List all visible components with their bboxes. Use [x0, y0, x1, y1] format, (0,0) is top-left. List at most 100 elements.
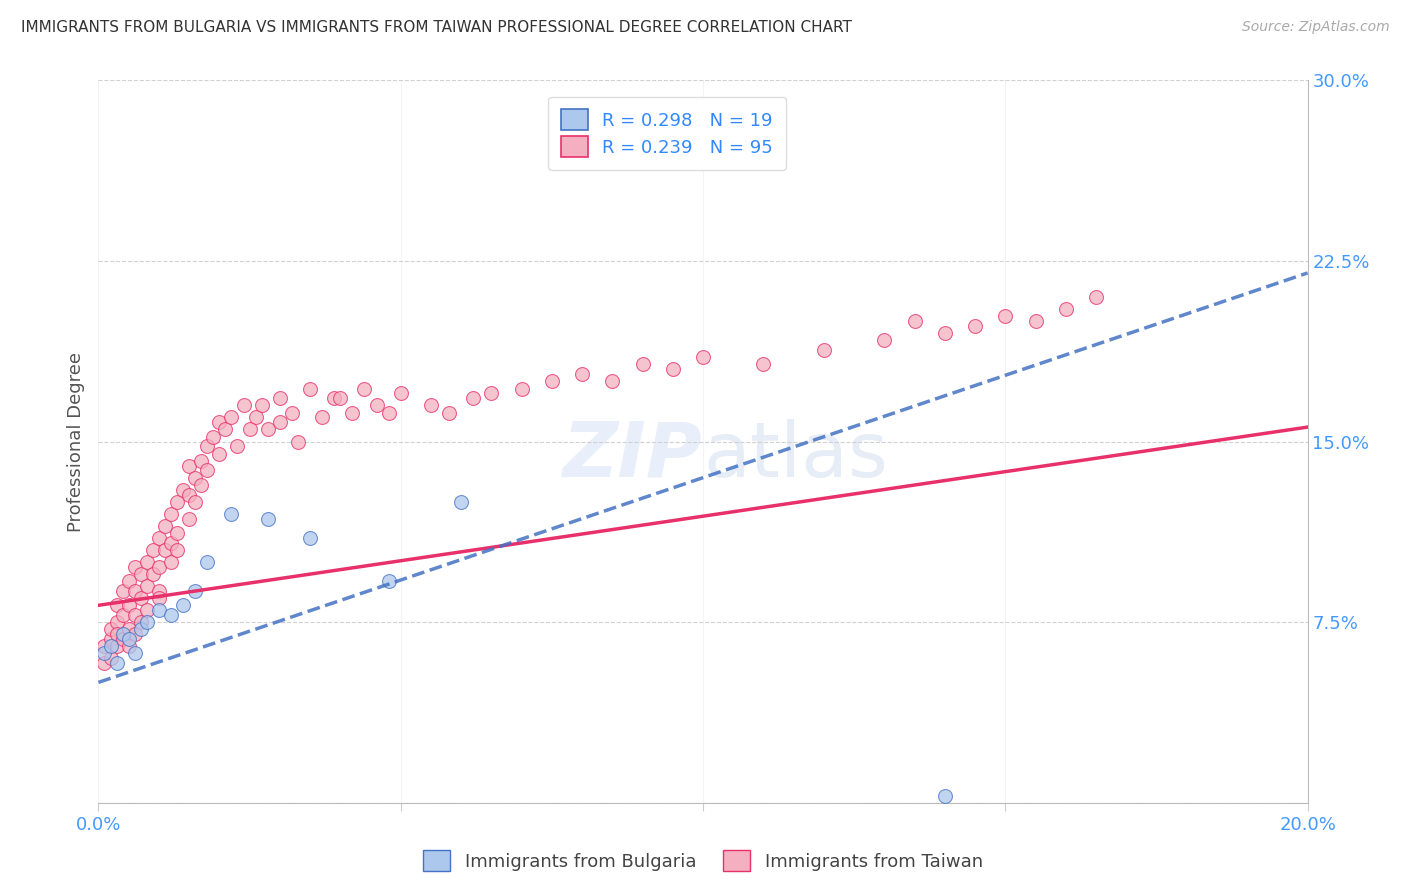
Point [342, 406, 364, 420]
Point [105, 599, 128, 613]
Point [934, 326, 956, 340]
Point [256, 422, 278, 436]
Point [450, 494, 472, 508]
Point [463, 391, 485, 405]
Point [239, 422, 262, 436]
Point [105, 627, 128, 641]
Point [221, 410, 243, 425]
Point [111, 583, 134, 598]
Point [232, 398, 254, 412]
Point [129, 591, 152, 605]
Point [118, 599, 141, 613]
Point [179, 487, 201, 501]
Text: atlas: atlas [703, 419, 887, 493]
Point [269, 391, 291, 405]
Point [172, 483, 194, 497]
Point [287, 434, 309, 449]
Point [166, 526, 188, 541]
Legend: R = 0.298   N = 19, R = 0.239   N = 95: R = 0.298 N = 19, R = 0.239 N = 95 [548, 96, 786, 169]
Point [195, 439, 218, 453]
Point [166, 542, 188, 557]
Point [129, 623, 152, 637]
Point [100, 623, 122, 637]
Point [172, 599, 194, 613]
Point [135, 603, 157, 617]
Point [93, 639, 115, 653]
Point [366, 398, 388, 412]
Point [661, 362, 683, 376]
Point [124, 607, 146, 622]
Point [184, 583, 207, 598]
Point [100, 632, 122, 646]
Point [481, 386, 503, 401]
Point [281, 406, 304, 420]
Point [148, 583, 170, 598]
Point [1024, 314, 1046, 328]
Point [329, 391, 352, 405]
Point [184, 494, 207, 508]
Point [105, 639, 128, 653]
Point [510, 382, 533, 396]
Point [129, 567, 152, 582]
Point [389, 386, 412, 401]
Point [226, 439, 249, 453]
Point [256, 511, 278, 525]
Legend: Immigrants from Bulgaria, Immigrants from Taiwan: Immigrants from Bulgaria, Immigrants fro… [416, 843, 990, 879]
Point [105, 656, 128, 670]
Point [160, 555, 183, 569]
Point [245, 410, 267, 425]
Point [873, 334, 896, 348]
Point [135, 555, 157, 569]
Point [166, 494, 188, 508]
Point [124, 583, 146, 598]
Point [160, 535, 183, 549]
Point [124, 559, 146, 574]
Point [571, 367, 593, 381]
Point [105, 615, 128, 630]
Point [420, 398, 443, 412]
Point [118, 632, 141, 646]
Point [190, 454, 212, 468]
Point [135, 615, 157, 630]
Point [118, 574, 141, 589]
Point [208, 446, 231, 460]
Point [179, 511, 201, 525]
Text: Source: ZipAtlas.com: Source: ZipAtlas.com [1241, 20, 1389, 34]
Point [184, 470, 207, 484]
Point [631, 358, 654, 372]
Point [142, 567, 165, 582]
Point [190, 478, 212, 492]
Point [214, 422, 236, 436]
Point [602, 374, 624, 388]
Point [299, 382, 322, 396]
Point [377, 574, 399, 589]
Point [124, 627, 146, 641]
Point [129, 615, 152, 630]
Point [153, 518, 176, 533]
Point [148, 531, 170, 545]
Point [692, 350, 714, 364]
Point [118, 639, 141, 653]
Point [93, 656, 115, 670]
Point [100, 651, 122, 665]
Point [311, 410, 333, 425]
Point [752, 358, 775, 372]
Point [965, 318, 987, 333]
Point [111, 632, 134, 646]
Point [195, 555, 218, 569]
Point [994, 310, 1017, 324]
Point [353, 382, 375, 396]
Point [1054, 301, 1077, 317]
Point [135, 579, 157, 593]
Point [111, 627, 134, 641]
Point [100, 639, 122, 653]
Point [93, 647, 115, 661]
Point [148, 559, 170, 574]
Point [813, 343, 835, 357]
Text: IMMIGRANTS FROM BULGARIA VS IMMIGRANTS FROM TAIWAN PROFESSIONAL DEGREE CORRELATI: IMMIGRANTS FROM BULGARIA VS IMMIGRANTS F… [21, 20, 852, 35]
Point [299, 531, 322, 545]
Y-axis label: Professional Degree: Professional Degree [66, 351, 84, 532]
Point [124, 647, 146, 661]
Point [250, 398, 273, 412]
Point [195, 463, 218, 477]
